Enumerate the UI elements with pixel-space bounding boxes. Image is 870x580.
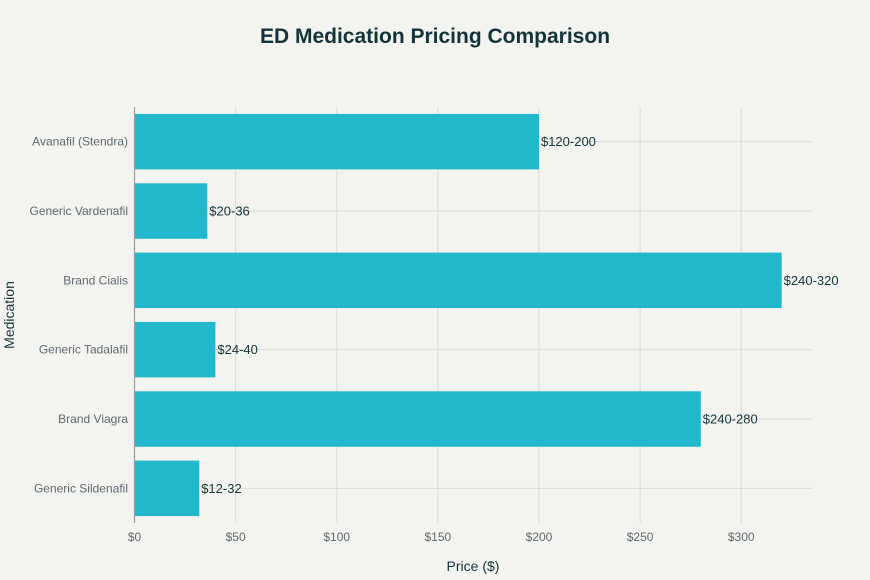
bars: [134, 113, 782, 517]
bar: [134, 391, 701, 447]
bar: [134, 183, 208, 239]
y-tick-label: Brand Viagra: [58, 412, 128, 426]
x-tick-label: $200: [526, 530, 553, 544]
y-tick-label: Generic Vardenafil: [30, 204, 129, 218]
bar: [134, 321, 216, 378]
x-tick-label: $300: [728, 530, 755, 544]
y-axis-title: Medication: [1, 281, 17, 349]
bar-data-label: $120-200: [541, 134, 596, 149]
bar: [134, 113, 539, 170]
chart-title: ED Medication Pricing Comparison: [260, 25, 610, 48]
bar: [134, 252, 782, 309]
x-tick-label: $150: [425, 530, 452, 544]
bar-data-label: $24-40: [217, 342, 257, 357]
x-tick-label: $50: [226, 530, 246, 544]
bar-data-label: $20-36: [209, 204, 249, 219]
y-tick-label: Avanafil (Stendra): [32, 135, 128, 149]
bar-data-label: $12-32: [201, 481, 241, 496]
y-tick-label: Generic Tadalafil: [39, 343, 128, 357]
bar-data-label: $240-320: [784, 273, 839, 288]
bar-data-label: $240-280: [703, 412, 758, 427]
labels: $0 $50 $100 $150 $200 $250 $300 Avanafil (Stend…: [30, 134, 839, 544]
x-tick-label: $0: [128, 530, 142, 544]
x-tick-label: $250: [627, 530, 654, 544]
y-tick-label: Generic Sildenafil: [34, 481, 128, 495]
x-tick-label: $100: [323, 530, 350, 544]
bar: [134, 460, 200, 517]
x-axis-title: Price ($): [447, 558, 500, 574]
y-tick-label: Brand Cialis: [63, 273, 128, 287]
